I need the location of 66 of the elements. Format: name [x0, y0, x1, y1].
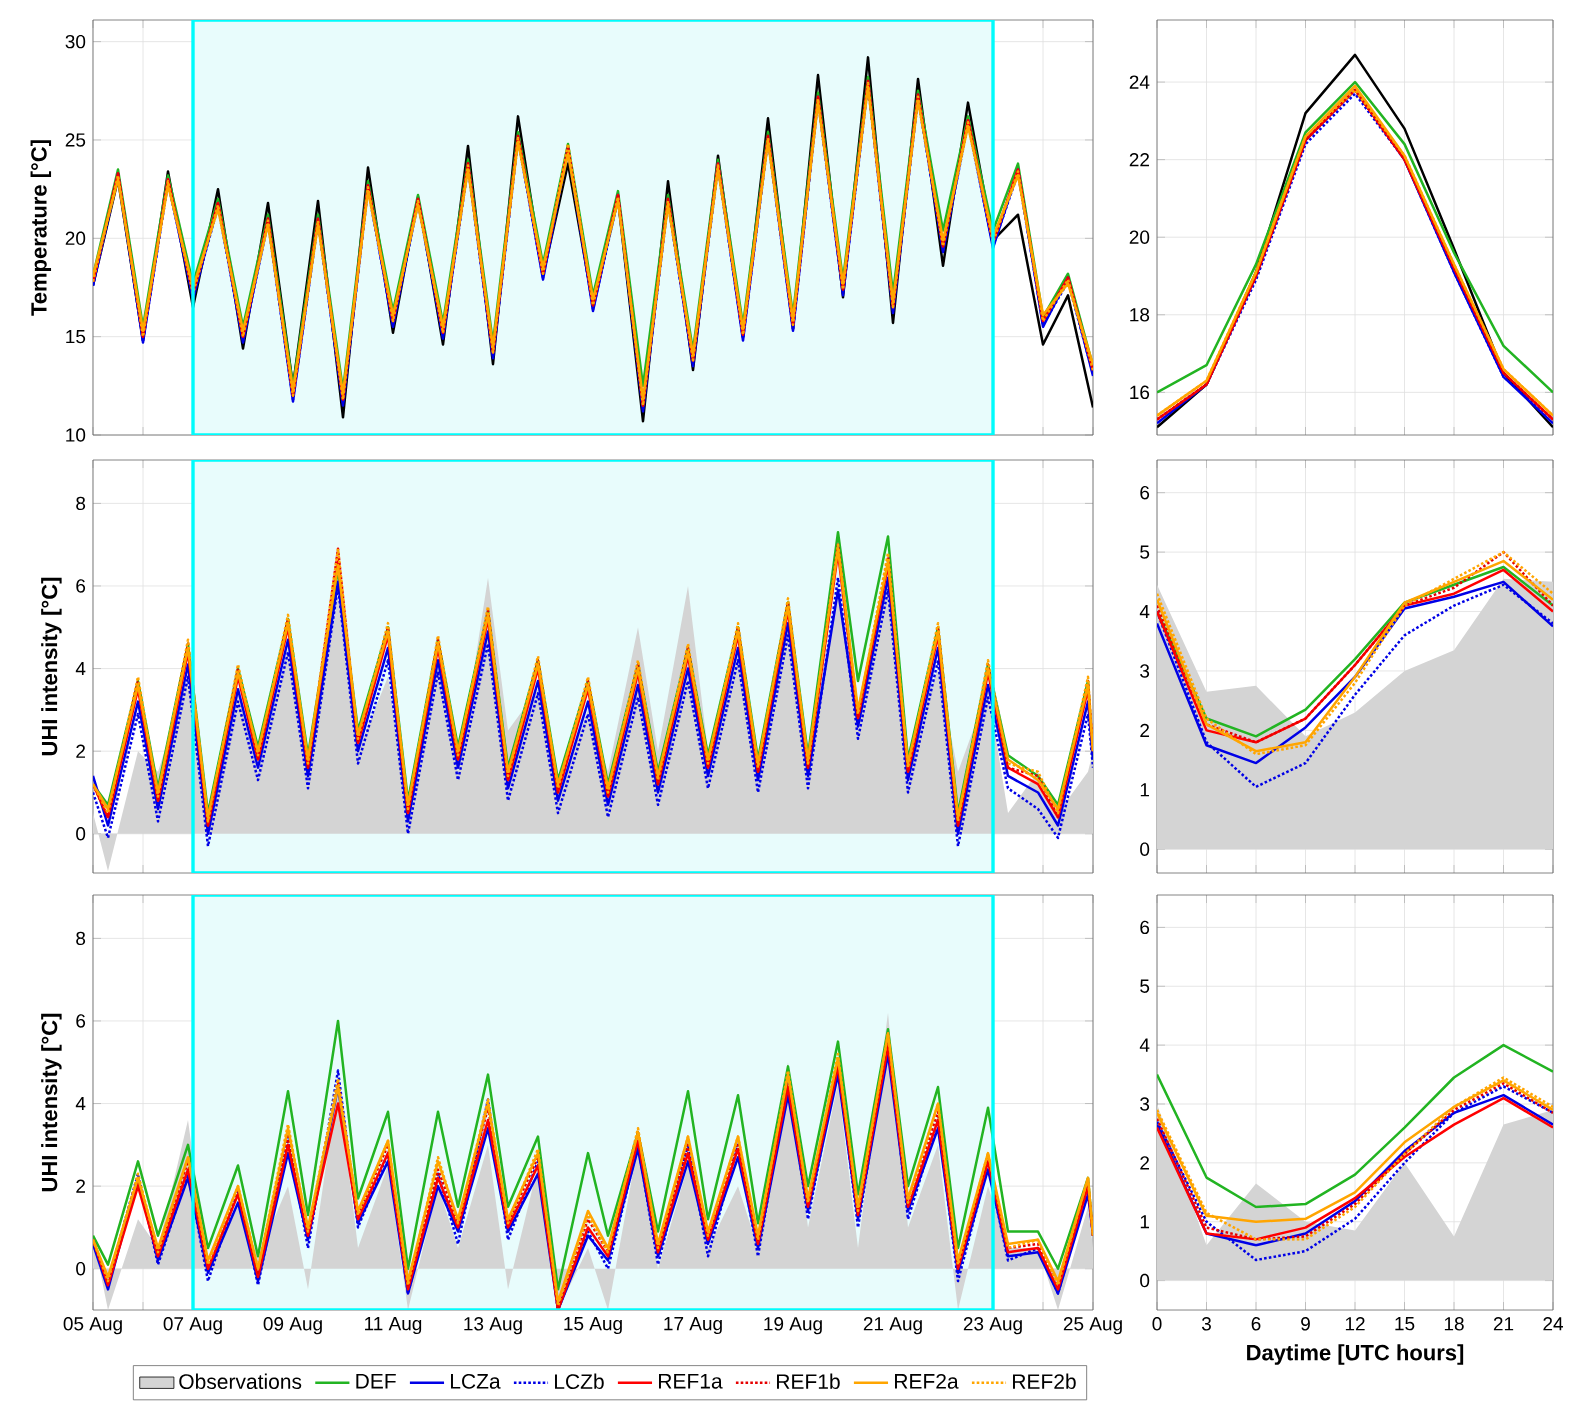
legend-label: LCZa — [451, 1373, 501, 1389]
y-tick-label: 0 — [1140, 1273, 1150, 1288]
y-tick-label: 1 — [1140, 783, 1150, 797]
y-tick-label: 30 — [65, 34, 86, 49]
x-tick-label: 25 Aug — [1063, 1317, 1122, 1335]
x-tick-label: 11 Aug — [365, 1317, 422, 1335]
y-tick-label: 0 — [76, 1262, 86, 1276]
y-tick-label: 16 — [1130, 385, 1150, 400]
y-tick-label: 10 — [66, 428, 86, 442]
y-tick-label: 4 — [75, 1097, 86, 1111]
y-tick-label: 3 — [1140, 1097, 1150, 1111]
x-tick-label: 9 — [1301, 1317, 1310, 1331]
y-axis-title: UHI intensity [°C] — [41, 1013, 62, 1192]
y-tick-label: 8 — [76, 496, 86, 511]
y-tick-label: 4 — [1139, 605, 1150, 619]
x-tick-label: 3 — [1201, 1317, 1211, 1331]
y-tick-label: 4 — [75, 662, 86, 676]
y-tick-label: 15 — [66, 330, 86, 344]
legend-label: REF2a — [895, 1373, 959, 1389]
y-axis-title: Temperature [°C] — [30, 140, 52, 316]
y-tick-label: 3 — [1140, 664, 1150, 678]
y-tick-label: 20 — [65, 231, 86, 246]
y-tick-label: 5 — [1140, 979, 1150, 993]
y-tick-label: 20 — [1129, 230, 1150, 244]
y-tick-label: 22 — [1129, 153, 1149, 167]
y-axis-title: UHI intensity [°C] — [41, 577, 62, 756]
x-tick-label: 0 — [1152, 1317, 1162, 1331]
y-tick-label: 2 — [1140, 723, 1150, 738]
y-tick-label: 6 — [76, 579, 86, 593]
y-tick-label: 18 — [1130, 308, 1150, 322]
legend-label: REF1b — [777, 1373, 840, 1390]
y-tick-label: 2 — [76, 1179, 85, 1193]
y-tick-label: 0 — [1140, 842, 1150, 856]
x-tick-label: 15 Aug — [564, 1317, 622, 1335]
legend-label: REF1a — [659, 1374, 723, 1389]
x-tick-label: 05 Aug — [63, 1317, 122, 1335]
legend-label: LCZb — [555, 1373, 604, 1390]
y-tick-label: 24 — [1129, 75, 1150, 89]
y-tick-label: 6 — [1140, 485, 1150, 500]
y-tick-label: 6 — [1140, 920, 1150, 935]
x-tick-label: 18 — [1444, 1317, 1464, 1331]
legend-label: Observations — [179, 1373, 302, 1390]
x-tick-label: 6 — [1251, 1317, 1261, 1331]
x-tick-label: 23 Aug — [963, 1317, 1022, 1335]
y-tick-label: 0 — [76, 827, 86, 841]
y-tick-label: 5 — [1140, 545, 1150, 559]
y-tick-label: 4 — [1139, 1038, 1150, 1052]
x-tick-label: 13 Aug — [464, 1317, 522, 1335]
x-tick-label: 07 Aug — [163, 1317, 222, 1335]
x-tick-label: 17 Aug — [664, 1317, 722, 1335]
x-tick-label: 12 — [1345, 1317, 1365, 1331]
y-tick-label: 8 — [76, 931, 86, 946]
x-tick-label: 24 — [1543, 1317, 1564, 1331]
x-tick-label: 21 — [1493, 1317, 1514, 1331]
y-tick-label: 25 — [65, 133, 86, 147]
x-tick-label: 15 — [1395, 1317, 1415, 1331]
y-tick-label: 6 — [76, 1014, 86, 1028]
y-tick-label: 2 — [76, 744, 85, 758]
y-tick-label: 2 — [1140, 1156, 1150, 1170]
x-tick-label: 09 Aug — [263, 1317, 322, 1335]
x-axis-title: Daytime [UTC hours] — [1247, 1344, 1464, 1365]
y-tick-label: 1 — [1140, 1215, 1150, 1229]
legend-label: DEF — [356, 1374, 396, 1389]
legend-label: REF2b — [1013, 1373, 1076, 1390]
x-tick-label: 19 Aug — [764, 1317, 822, 1335]
x-tick-label: 21 Aug — [863, 1317, 922, 1335]
